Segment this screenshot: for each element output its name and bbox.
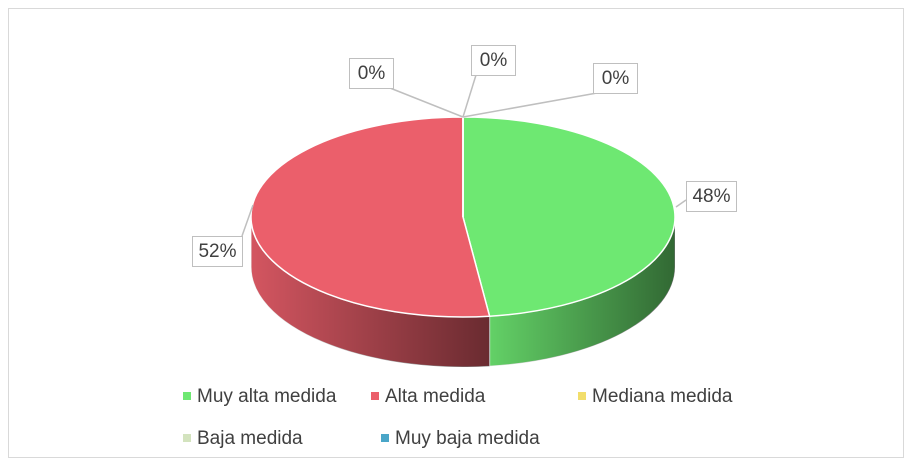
leader-line xyxy=(241,204,254,237)
legend-label: Alta medida xyxy=(385,386,486,407)
slice xyxy=(462,116,676,317)
legend-marker xyxy=(578,392,586,400)
data-label: 52% xyxy=(198,241,236,262)
legend-label: Muy baja medida xyxy=(395,428,540,449)
data-label-box xyxy=(192,236,243,267)
data-label: 0% xyxy=(480,50,508,71)
legend-marker xyxy=(183,434,191,442)
leader-line xyxy=(389,87,464,118)
data-label-box xyxy=(593,63,638,94)
slice xyxy=(250,116,491,318)
slice-side-shade xyxy=(489,217,675,367)
data-label: 48% xyxy=(692,186,730,207)
legend-label: Mediana medida xyxy=(592,386,733,407)
leader-line xyxy=(462,74,477,118)
data-label-box xyxy=(471,45,516,76)
leader-line xyxy=(462,92,598,118)
legend-marker xyxy=(381,434,389,442)
data-label: 0% xyxy=(358,63,386,84)
data-label-box xyxy=(686,181,737,212)
legend-label: Muy alta medida xyxy=(197,386,337,407)
legend-marker xyxy=(183,392,191,400)
legend-marker xyxy=(371,392,379,400)
legend-label: Baja medida xyxy=(197,428,303,449)
data-label: 0% xyxy=(602,68,630,89)
data-label-box xyxy=(349,58,394,89)
leader-line xyxy=(675,199,687,208)
slice-side-shade xyxy=(251,217,490,367)
